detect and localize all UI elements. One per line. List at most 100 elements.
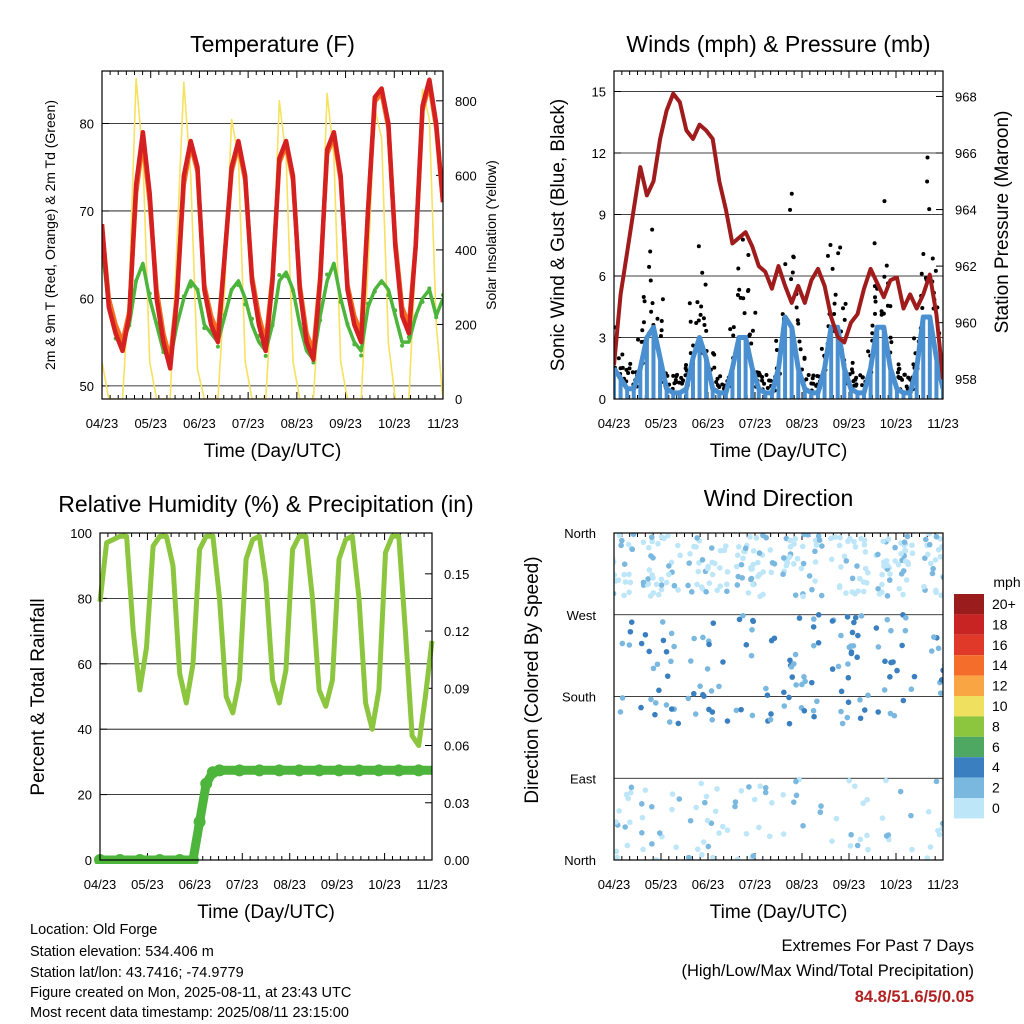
direction-point	[701, 693, 707, 699]
gust-point	[702, 323, 707, 328]
gust-point	[802, 356, 807, 361]
extremes-heading: Extremes For Past 7 Days	[781, 937, 974, 955]
direction-point	[663, 579, 670, 586]
gust-point	[740, 237, 745, 242]
direction-point	[762, 784, 769, 791]
direction-point	[931, 634, 937, 640]
direction-point	[798, 565, 805, 572]
x-tick-label: 06/23	[183, 416, 216, 431]
direction-point	[605, 811, 611, 817]
direction-point	[843, 590, 849, 596]
x-tick-label: 08/23	[273, 877, 306, 892]
dewpoint-point	[222, 313, 227, 318]
direction-point	[860, 588, 867, 595]
gust-point	[925, 179, 930, 184]
direction-point	[928, 648, 935, 654]
gust-point	[774, 347, 779, 352]
gust-point	[701, 316, 706, 321]
x-tick-label: 06/23	[692, 877, 725, 892]
direction-point	[937, 690, 943, 696]
direction-point	[608, 693, 614, 699]
direction-point	[930, 565, 936, 572]
direction-point	[814, 698, 820, 705]
direction-point	[748, 576, 754, 583]
direction-point	[909, 550, 916, 557]
y-axis-label: Sonic Wind & Gust (Blue, Black)	[548, 99, 569, 371]
direction-point	[854, 842, 861, 849]
gust-point	[731, 325, 736, 330]
x-tick-label: 09/23	[321, 877, 354, 892]
direction-point	[812, 548, 818, 555]
x-tick-label: 11/23	[416, 877, 448, 892]
precip-point	[153, 854, 166, 864]
direction-point	[676, 796, 683, 802]
direction-point	[619, 640, 626, 647]
gust-point	[836, 251, 841, 256]
direction-point	[734, 552, 741, 558]
direction-point	[851, 619, 857, 626]
direction-point	[932, 557, 939, 563]
direction-point	[854, 654, 860, 661]
direction-point	[614, 819, 619, 825]
footer-latlon: Station lat/lon: 43.7416; -74.9779	[30, 965, 244, 981]
direction-point	[706, 641, 712, 648]
direction-point	[724, 588, 730, 595]
direction-point	[717, 565, 723, 571]
direction-point	[815, 640, 822, 646]
gust-point	[699, 304, 704, 309]
direction-point	[669, 806, 675, 813]
gust-point	[933, 268, 938, 273]
direction-point	[648, 803, 655, 810]
direction-point	[943, 810, 949, 816]
direction-point	[892, 544, 898, 551]
winds-chart: Winds (mph) & Pressure (mb) Time (Day/UTC…	[548, 31, 1013, 462]
y-right-tick-label: 0	[455, 392, 462, 407]
gust-point	[688, 319, 693, 324]
direction-point	[738, 561, 745, 568]
direction-point	[846, 777, 852, 784]
gust-point	[825, 253, 830, 258]
gust-point	[843, 301, 848, 306]
y-tick-label: 80	[78, 591, 92, 606]
gust-point	[745, 288, 750, 293]
direction-point	[722, 543, 729, 549]
direction-point	[897, 788, 904, 795]
y-tick-label: North	[564, 853, 596, 868]
dewpoint-point	[263, 353, 268, 358]
direction-point	[619, 695, 626, 701]
direction-point	[714, 786, 720, 792]
direction-point	[810, 642, 817, 649]
x-tick-label: 08/23	[786, 877, 819, 892]
y-tick-label: 20	[78, 788, 92, 803]
legend-label: 16	[992, 637, 1008, 653]
direction-point	[597, 552, 603, 558]
direction-point	[674, 542, 681, 549]
gust-point	[630, 370, 635, 375]
direction-point	[925, 809, 932, 815]
direction-point	[946, 585, 952, 591]
direction-point	[857, 715, 864, 722]
x-tick-label: 09/23	[833, 416, 866, 431]
direction-point	[594, 837, 600, 843]
direction-point	[787, 544, 794, 550]
gust-point	[860, 375, 865, 380]
legend-label: 0	[992, 800, 1000, 816]
direction-point	[851, 783, 858, 789]
direction-point	[875, 644, 882, 650]
direction-point	[829, 666, 836, 672]
direction-point	[709, 571, 716, 578]
direction-point	[933, 533, 940, 540]
direction-point	[885, 536, 892, 543]
direction-point	[883, 833, 890, 839]
direction-point	[700, 839, 707, 845]
direction-point	[852, 614, 859, 621]
direction-point	[848, 649, 855, 655]
direction-point	[839, 720, 846, 727]
gust-point	[791, 254, 796, 259]
direction-point	[654, 661, 661, 668]
legend-label: 20+	[992, 596, 1016, 612]
direction-point	[693, 804, 699, 811]
gust-point	[704, 328, 709, 333]
direction-point	[953, 833, 959, 839]
direction-point	[756, 824, 762, 831]
